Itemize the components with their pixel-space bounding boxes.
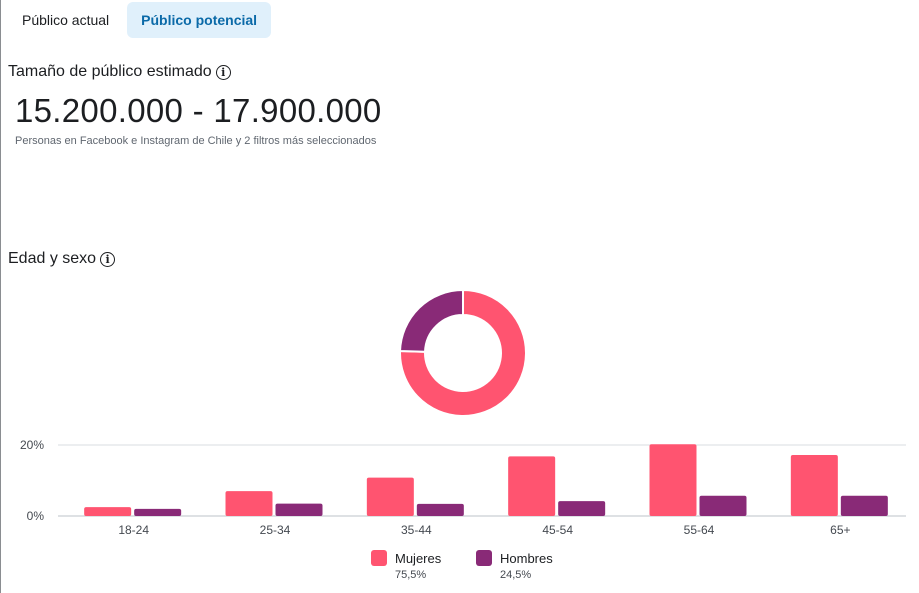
age-gender-bar-chart: 20% 0% 18-24 25-34 35-44 45-54 55-64 65+ <box>20 438 906 537</box>
women-swatch <box>371 550 387 566</box>
tab-potential-audience[interactable]: Público potencial <box>127 2 272 38</box>
age-gender-title: Edad y sexo <box>8 250 97 267</box>
audience-tabs: Público actual Público potencial <box>8 2 272 38</box>
bar-hombres-18-24[interactable] <box>134 508 182 516</box>
info-icon[interactable]: i <box>100 251 116 267</box>
y-tick-label: 0% <box>27 509 45 523</box>
left-border <box>0 0 1 593</box>
bar-hombres-35-44[interactable] <box>416 503 464 516</box>
gender-donut-chart <box>399 289 527 417</box>
legend-item-men: Hombres 24,5% <box>476 550 553 581</box>
bar-mujeres-55-64[interactable] <box>649 444 697 516</box>
info-icon[interactable]: i <box>215 64 231 80</box>
donut-slice-hombres[interactable] <box>399 289 464 353</box>
audience-size-title: Tamaño de público estimado <box>8 63 212 80</box>
legend-percentage: 24,5% <box>500 569 532 581</box>
men-swatch <box>476 550 492 566</box>
x-tick-label: 55-64 <box>684 523 715 537</box>
audience-description: Personas en Facebook e Instagram de Chil… <box>15 135 377 147</box>
audience-range: 15.200.000 - 17.900.000 <box>15 92 382 129</box>
legend-percentage: 75,5% <box>395 569 427 581</box>
bar-hombres-55-64[interactable] <box>699 495 747 516</box>
bar-hombres-65+[interactable] <box>840 495 888 516</box>
age-gender-heading: Edad y sexo i <box>8 250 116 268</box>
legend-label: Mujeres <box>395 550 442 566</box>
bar-mujeres-35-44[interactable] <box>366 477 414 516</box>
tab-current-audience[interactable]: Público actual <box>22 12 110 28</box>
bar-mujeres-25-34[interactable] <box>225 491 273 516</box>
bar-mujeres-65+[interactable] <box>790 454 838 516</box>
x-tick-label: 25-34 <box>260 523 291 537</box>
audience-size-heading: Tamaño de público estimado i <box>8 63 231 81</box>
x-tick-label: 35-44 <box>401 523 432 537</box>
bar-hombres-25-34[interactable] <box>275 503 323 516</box>
legend-item-women: Mujeres 75,5% <box>371 550 441 581</box>
bar-hombres-45-54[interactable] <box>558 501 606 516</box>
x-tick-label: 18-24 <box>118 523 149 537</box>
bar-mujeres-45-54[interactable] <box>508 456 556 516</box>
donut-slice-mujeres[interactable] <box>399 289 527 417</box>
y-tick-label: 20% <box>20 438 44 452</box>
legend-label: Hombres <box>500 550 553 566</box>
x-tick-label: 45-54 <box>542 523 573 537</box>
x-tick-label: 65+ <box>830 523 850 537</box>
bar-mujeres-18-24[interactable] <box>84 507 132 516</box>
